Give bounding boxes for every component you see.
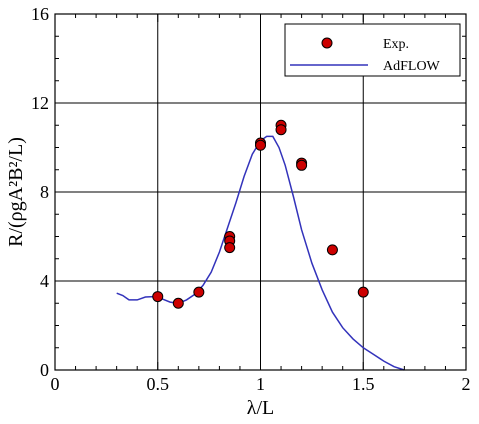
y-axis-label: R/(ρgA²B²/L) [5,137,27,247]
x-tick-label: 1 [256,374,265,394]
x-tick-label: 2 [462,374,471,394]
x-tick-label: 0.5 [147,374,170,394]
series-points-group [152,119,369,309]
x-tick-label: 1.5 [352,374,375,394]
y-tick-label: 4 [40,271,49,291]
x-tick-label: 0 [51,374,60,394]
y-tick-label: 8 [40,182,49,202]
exp-point [224,242,236,254]
y-tick-label: 16 [31,4,49,24]
legend: Exp. AdFLOW [284,23,461,77]
exp-point [152,291,164,303]
ticks [54,13,467,371]
y-tick-label: 0 [40,360,49,380]
legend-label-adflow: AdFLOW [383,59,441,74]
legend-marker-exp [321,37,333,49]
exp-point [357,286,369,298]
legend-box [284,23,461,77]
x-axis-label: λ/L [247,397,274,419]
exp-point [193,286,205,298]
exp-point [255,139,266,151]
exp-point [172,297,184,309]
y-tick-label: 12 [31,93,49,113]
legend-label-exp: Exp. [383,37,409,52]
exp-point [326,244,338,256]
tick-labels: 0 0.5 1 1.5 2 0 4 8 12 16 [31,4,471,394]
exp-point [275,124,287,136]
exp-point [296,159,308,171]
